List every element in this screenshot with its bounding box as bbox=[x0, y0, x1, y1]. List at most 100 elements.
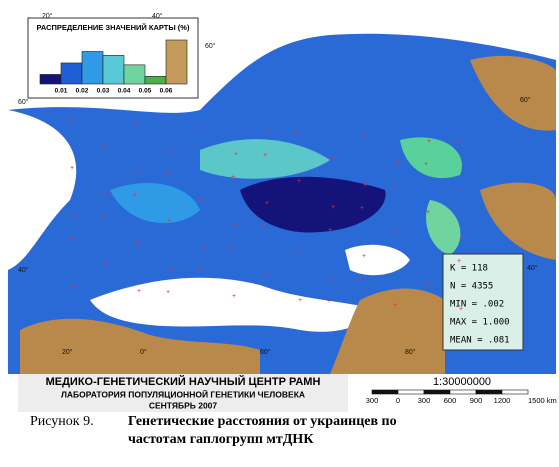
sample-point: + bbox=[328, 227, 332, 234]
graticule-label: 60° bbox=[18, 98, 29, 106]
sample-point: + bbox=[456, 139, 460, 146]
sample-point: + bbox=[165, 170, 169, 177]
mediterranean bbox=[90, 277, 380, 332]
sample-point: + bbox=[133, 192, 137, 199]
bin-label: 0.06 bbox=[160, 88, 173, 95]
histogram-bar bbox=[144, 76, 167, 85]
zone-ukraine bbox=[240, 176, 386, 233]
sample-point: + bbox=[231, 174, 235, 181]
sample-point: + bbox=[136, 169, 140, 176]
footer-org: МЕДИКО-ГЕНЕТИЧЕСКИЙ НАУЧНЫЙ ЦЕНТР РАМН bbox=[46, 375, 321, 388]
bin-label: 0.01 bbox=[55, 88, 68, 95]
sample-point: + bbox=[102, 143, 106, 150]
sample-point: + bbox=[266, 129, 270, 136]
north-africa bbox=[20, 318, 260, 374]
graticule-label: 60° bbox=[520, 96, 531, 104]
sample-point: + bbox=[262, 223, 266, 230]
sample-point: + bbox=[68, 117, 72, 124]
scale-label: 300 bbox=[366, 396, 379, 405]
histogram-bar bbox=[123, 64, 146, 85]
sample-point: + bbox=[71, 284, 75, 291]
sample-point: + bbox=[198, 267, 202, 274]
stats-line: MAX = 1.000 bbox=[450, 318, 510, 328]
graticule-label: 40° bbox=[152, 12, 163, 20]
sample-point: + bbox=[295, 130, 299, 137]
histogram-bar bbox=[81, 51, 104, 85]
sample-point: + bbox=[363, 182, 367, 189]
graticule-label: 60° bbox=[260, 348, 271, 356]
scale-segment bbox=[423, 389, 451, 395]
histogram-bar bbox=[165, 39, 188, 85]
sample-point: + bbox=[427, 138, 431, 145]
sample-point: + bbox=[458, 187, 462, 194]
sample-point: + bbox=[72, 213, 76, 220]
stats-line: MIN = .002 bbox=[450, 300, 504, 310]
graticule-label: 80° bbox=[405, 348, 416, 356]
sample-point: + bbox=[135, 240, 139, 247]
sample-point: + bbox=[169, 266, 173, 273]
sample-point: + bbox=[263, 152, 267, 159]
histogram-bar bbox=[102, 55, 125, 85]
sample-point: + bbox=[424, 161, 428, 168]
graticule-label: 40° bbox=[18, 266, 29, 274]
sample-point: + bbox=[330, 275, 334, 282]
histogram-title: РАСПРЕДЕЛЕНИЕ ЗНАЧЕНИЙ КАРТЫ (%) bbox=[37, 23, 190, 32]
sample-point: + bbox=[167, 218, 171, 225]
scale-label: 600 bbox=[444, 396, 457, 405]
graticule-label: 0° bbox=[140, 348, 147, 356]
sample-point: + bbox=[104, 191, 108, 198]
sample-point: + bbox=[298, 297, 302, 304]
sample-point: + bbox=[70, 165, 74, 172]
sample-point: + bbox=[392, 183, 396, 190]
sample-point: + bbox=[101, 214, 105, 221]
sample-point: + bbox=[103, 262, 107, 269]
bin-label: 0.04 bbox=[118, 88, 131, 95]
zone-scandinavia bbox=[200, 139, 330, 179]
sample-point: + bbox=[361, 134, 365, 141]
sample-point: + bbox=[360, 205, 364, 212]
sample-point: + bbox=[296, 249, 300, 256]
sample-point: + bbox=[457, 258, 461, 265]
sample-point: + bbox=[234, 151, 238, 158]
scale-segment bbox=[501, 389, 529, 395]
histogram-bar bbox=[39, 74, 62, 85]
stats-line: N = 4355 bbox=[450, 282, 493, 292]
zone-caucasus bbox=[426, 200, 461, 255]
scale-segment bbox=[397, 389, 425, 395]
footer-band bbox=[18, 374, 348, 412]
caption-title: частотам гаплогрупп мтДНК bbox=[128, 432, 314, 447]
graticule-label: 40° bbox=[527, 264, 538, 272]
footer-lab: ЛАБОРАТОРИЯ ПОПУЛЯЦИОННОЙ ГЕНЕТИКИ ЧЕЛОВ… bbox=[61, 388, 305, 399]
sample-point: + bbox=[166, 289, 170, 296]
footer-date: СЕНТЯБРЬ 2007 bbox=[149, 400, 218, 410]
caption-title: Генетические расстояния от украинцев по bbox=[128, 414, 397, 429]
sample-point: + bbox=[425, 280, 429, 287]
stats-panel bbox=[442, 253, 524, 351]
sample-point: + bbox=[134, 121, 138, 128]
sample-point: + bbox=[327, 298, 331, 305]
bin-label: 0.03 bbox=[97, 88, 110, 95]
sample-point: + bbox=[232, 293, 236, 300]
sample-point: + bbox=[395, 160, 399, 167]
histogram-bar bbox=[60, 62, 83, 85]
graticule-label: 20° bbox=[62, 348, 73, 356]
sample-point: + bbox=[201, 244, 205, 251]
scale-label: 1500 km bbox=[528, 396, 557, 405]
zone-volga bbox=[400, 137, 462, 179]
stats-line: K = 118 bbox=[450, 264, 488, 274]
sample-point: + bbox=[199, 196, 203, 203]
map-scale: 1:30000000 bbox=[433, 376, 491, 388]
sample-point: + bbox=[459, 306, 463, 313]
sample-point: + bbox=[359, 276, 363, 283]
sample-point: + bbox=[230, 245, 234, 252]
sample-point: + bbox=[137, 288, 141, 295]
black-sea bbox=[345, 244, 410, 276]
scale-segment bbox=[449, 389, 477, 395]
scale-label: 1200 bbox=[494, 396, 511, 405]
sample-point: + bbox=[460, 235, 464, 242]
sample-point: + bbox=[329, 156, 333, 163]
sample-point: + bbox=[200, 125, 204, 132]
sample-point: + bbox=[69, 236, 73, 243]
siberia bbox=[470, 55, 556, 131]
